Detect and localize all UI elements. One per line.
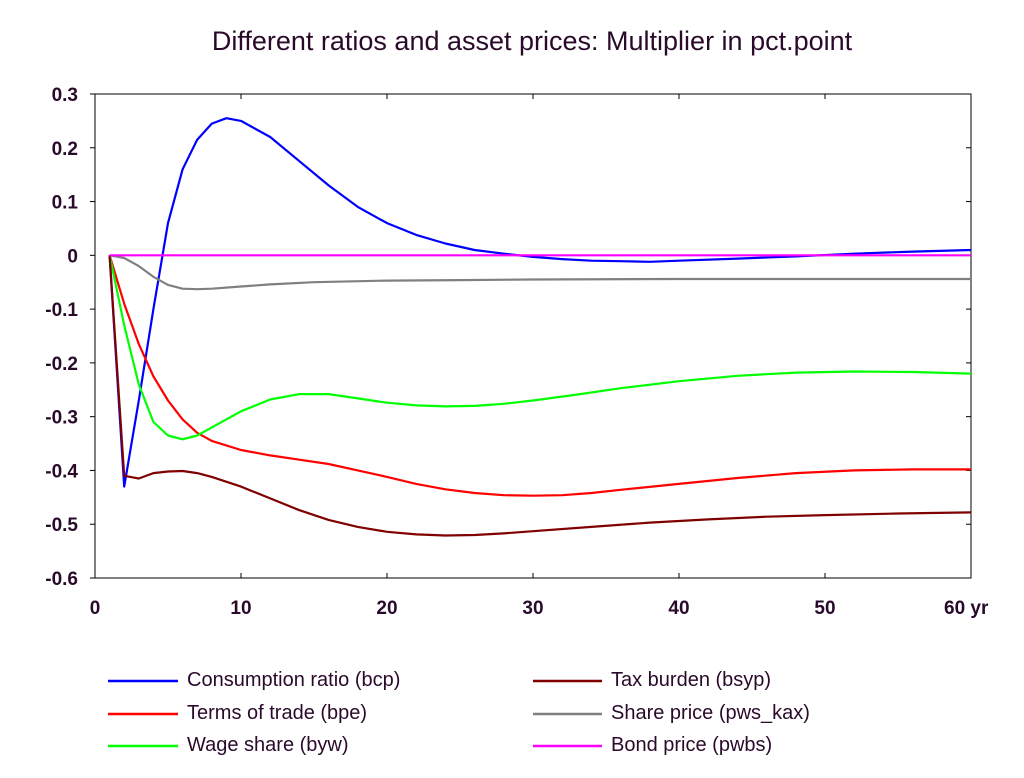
- series-lines: [108, 117, 972, 537]
- legend-item: Wage share (byw): [108, 734, 349, 756]
- series-line: [108, 255, 972, 441]
- x-tick-label: 20: [376, 598, 397, 619]
- legend-label: Bond price (pwbs): [611, 734, 772, 756]
- y-tick-label: 0.2: [52, 139, 78, 160]
- x-tick-label: 60 yr: [944, 598, 989, 619]
- y-tick-label: 0.1: [52, 193, 79, 214]
- legend-label: Terms of trade (bpe): [187, 702, 367, 724]
- x-tick-label: 0: [90, 598, 101, 619]
- x-tick-label: 50: [814, 598, 835, 619]
- x-axis-labels: 0 10 20 30 40 50 60 yr: [90, 598, 989, 619]
- y-tick-label: -0.3: [45, 408, 78, 429]
- legend-item: Bond price (pwbs): [533, 734, 772, 756]
- legend-item: Terms of trade (bpe): [108, 702, 367, 724]
- series-line: [108, 254, 971, 497]
- plot-area: [94, 93, 972, 579]
- axis-ticks: [90, 93, 972, 579]
- legend-item: Share price (pws_kax): [533, 702, 810, 724]
- y-axis-labels: 0.3 0.2 0.1 0 -0.1 -0.2 -0.3 -0.4 -0.5 -0.6: [45, 85, 78, 590]
- legend-label: Consumption ratio (bcp): [187, 669, 400, 691]
- y-tick-label: -0.6: [45, 569, 78, 590]
- x-tick-label: 40: [668, 598, 689, 619]
- legend-item: Tax burden (bsyp): [533, 669, 771, 691]
- series-line: [108, 255, 972, 537]
- y-tick-label: 0: [67, 246, 78, 267]
- y-tick-label: -0.4: [45, 461, 78, 482]
- legend-label: Share price (pws_kax): [611, 702, 810, 724]
- legend: Consumption ratio (bcp) Terms of trade (b…: [108, 669, 810, 756]
- x-tick-label: 30: [522, 598, 543, 619]
- legend-label: Wage share (byw): [187, 734, 349, 756]
- series-line: [108, 117, 972, 488]
- y-tick-label: 0.3: [52, 85, 78, 106]
- y-tick-label: -0.1: [45, 300, 78, 321]
- legend-item: Consumption ratio (bcp): [108, 669, 400, 691]
- x-tick-label: 10: [230, 598, 251, 619]
- chart-title: Different ratios and asset prices: Multi…: [212, 26, 853, 56]
- series-line: [109, 254, 971, 291]
- y-tick-label: -0.2: [45, 354, 78, 375]
- y-tick-label: -0.5: [45, 515, 78, 536]
- legend-label: Tax burden (bsyp): [611, 669, 771, 691]
